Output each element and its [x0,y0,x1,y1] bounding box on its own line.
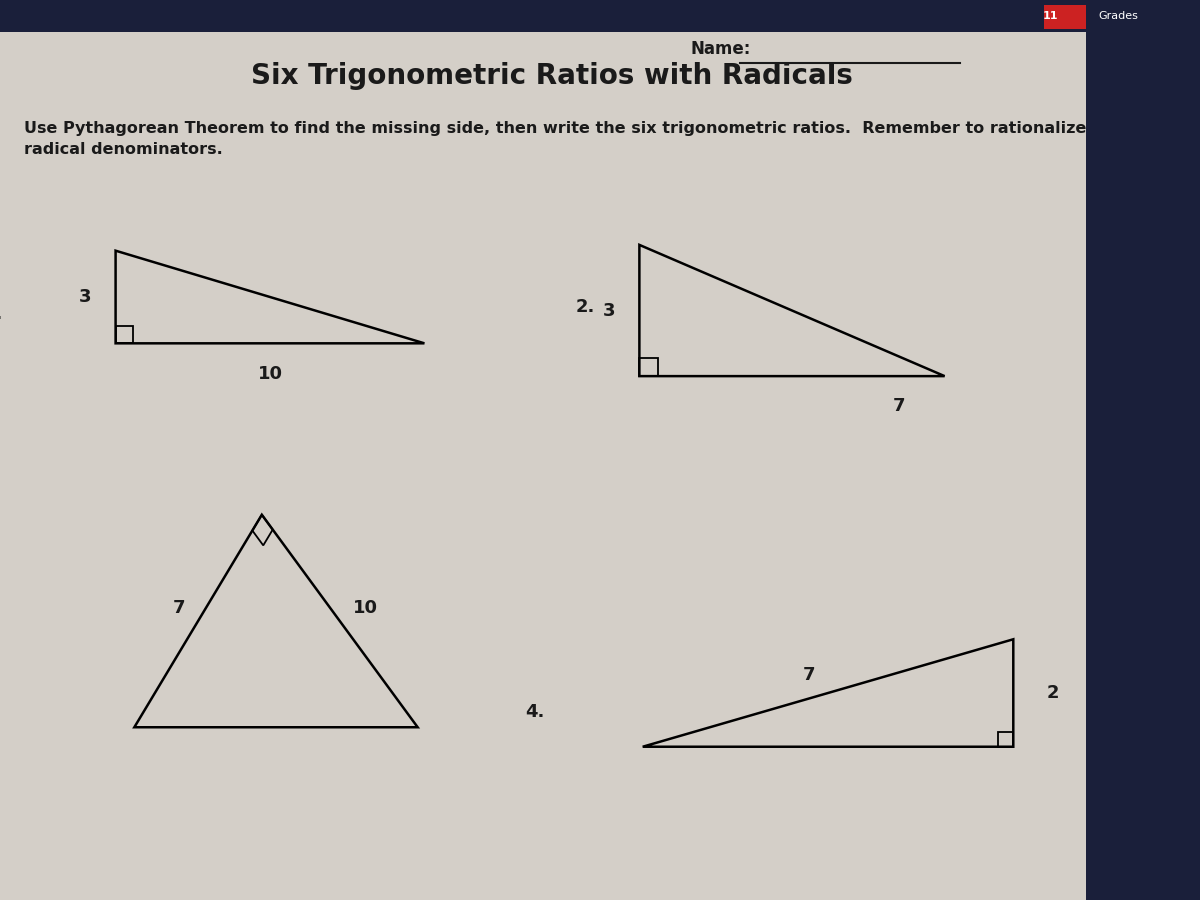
Text: 3: 3 [602,302,614,319]
Text: 7: 7 [803,666,816,684]
Bar [0,0,1200,32]
Bar [1086,0,1200,900]
Text: 3: 3 [78,288,91,306]
Text: 7: 7 [173,599,185,617]
Text: Grades: Grades [1098,11,1138,22]
Text: Six Trigonometric Ratios with Radicals: Six Trigonometric Ratios with Radicals [251,62,853,90]
Text: 1.: 1. [0,305,4,323]
Text: 10: 10 [258,364,282,382]
Text: 7: 7 [893,398,905,416]
Text: 11: 11 [1043,11,1057,22]
Bar [1044,4,1086,29]
Text: 4.: 4. [526,704,545,722]
Text: Name:: Name: [690,40,750,58]
Text: 2.: 2. [576,298,595,316]
Text: Use Pythagorean Theorem to find the missing side, then write the six trigonometr: Use Pythagorean Theorem to find the miss… [24,122,1124,158]
Text: 2: 2 [1046,684,1060,702]
Text: 10: 10 [353,599,378,617]
Text: 3.: 3. [0,514,1,532]
